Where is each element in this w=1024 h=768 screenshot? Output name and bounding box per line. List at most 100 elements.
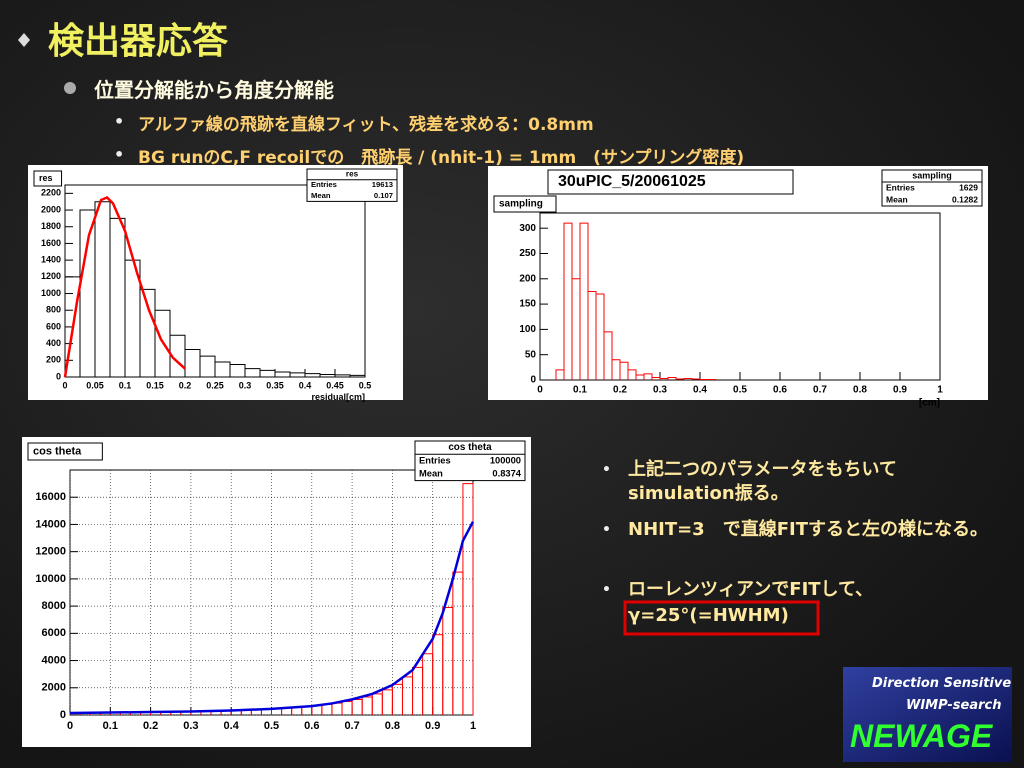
histogram-bin	[707, 378, 717, 380]
logo-text: Direction Sensitive	[872, 676, 1012, 691]
x-tick-label: 0.6	[304, 720, 319, 732]
x-tick-label: 0.8	[853, 385, 867, 396]
y-tick-label: 2000	[41, 204, 61, 214]
bullet-dot: •	[114, 145, 125, 164]
y-tick-label: 800	[46, 305, 61, 315]
x-tick-label: 1	[937, 385, 943, 396]
x-tick-label: 0.3	[653, 385, 667, 396]
y-tick-label: 50	[525, 349, 537, 360]
stats-value: 100000	[490, 455, 521, 465]
x-axis-label: residual[cm]	[311, 392, 365, 402]
x-tick-label: 0.4	[224, 720, 240, 732]
fit-curve	[69, 521, 475, 715]
x-tick-label: 0.1	[103, 720, 118, 732]
boxed-text: γ=25°(=HWHM)	[628, 605, 789, 626]
right-bullet: NHIT=3 で直線FITすると左の様になる。	[628, 519, 988, 540]
y-tick-label: 250	[519, 248, 536, 259]
histogram-bin	[462, 483, 474, 715]
stats-box	[306, 168, 398, 202]
stats-label: Mean	[311, 191, 331, 200]
bullet-dot: •	[114, 112, 125, 131]
logo-text: WIMP-search	[906, 698, 1002, 713]
chart-title: 30uPIC_5/20061025	[558, 173, 706, 190]
highlight-box	[623, 600, 820, 636]
x-tick-label: 1	[470, 720, 476, 732]
plot-frame	[64, 184, 366, 378]
sub-bullet: BG runのC,F recoilでの 飛跡長 / (nhit-1) = 1mm…	[138, 148, 745, 168]
y-tick-label: 4000	[42, 654, 66, 666]
bullet: 位置分解能から角度分解能	[94, 78, 334, 102]
y-tick-label: 14000	[35, 518, 66, 530]
plot-frame	[539, 212, 941, 381]
stats-label: Entries	[311, 180, 337, 189]
logo-name: NEWAGE	[850, 718, 993, 754]
x-tick-label: 0.6	[773, 385, 787, 396]
y-tick-label: 0	[60, 709, 66, 721]
x-tick-label: 0.35	[266, 380, 284, 390]
x-tick-label: 0.5	[359, 380, 372, 390]
stats-label: Entries	[419, 455, 451, 465]
x-tick-label: 0.25	[206, 380, 224, 390]
histogram-bin	[349, 374, 366, 377]
y-tick-label: 8000	[42, 600, 66, 612]
y-tick-label: 1400	[41, 255, 61, 265]
histogram-bin	[699, 378, 709, 380]
x-tick-label: 0.15	[146, 380, 164, 390]
x-tick-label: 0.4	[299, 380, 312, 390]
x-tick-label: 0.4	[693, 385, 707, 396]
sub-bullet: アルファ線の飛跡を直線フィット、残差を求める：0.8mm	[138, 115, 594, 135]
bullet-dot: •	[602, 522, 611, 538]
y-tick-label: 0	[56, 371, 61, 381]
x-tick-label: 0.1	[573, 385, 587, 396]
y-tick-label: 200	[519, 273, 536, 284]
x-tick-label: 0.45	[326, 380, 344, 390]
y-tick-label: 1200	[41, 271, 61, 281]
logo	[843, 667, 1012, 762]
x-tick-label: 0.9	[425, 720, 440, 732]
y-tick-label: 2000	[42, 682, 66, 694]
y-tick-label: 1800	[41, 221, 61, 231]
y-tick-label: 6000	[42, 627, 66, 639]
stats-label: Mean	[419, 468, 443, 478]
hist-label: res	[39, 173, 53, 183]
y-tick-label: 200	[46, 355, 61, 365]
x-tick-label: 0.8	[385, 720, 400, 732]
stats-value: 0.1282	[952, 194, 978, 204]
stats-value: 1629	[959, 182, 978, 192]
stats-label: Entries	[886, 182, 915, 192]
x-tick-label: 0.2	[179, 380, 192, 390]
x-tick-label: 0.3	[183, 720, 198, 732]
y-tick-label: 12000	[35, 546, 66, 558]
bullet-dot: •	[602, 582, 611, 598]
stats-label: Mean	[886, 194, 908, 204]
stats-box	[881, 169, 983, 207]
bullet-dot	[64, 82, 76, 94]
histogram-bin	[603, 331, 613, 380]
x-tick-label: 0.3	[239, 380, 252, 390]
title-bullet	[18, 33, 30, 47]
x-tick-label: 0.5	[733, 385, 747, 396]
y-tick-label: 300	[519, 223, 536, 234]
x-tick-label: 0	[537, 385, 543, 396]
stats-value: 0.8374	[492, 468, 521, 478]
y-tick-label: 150	[519, 299, 536, 310]
y-tick-label: 400	[46, 338, 61, 348]
bullet-dot: •	[602, 462, 611, 478]
y-tick-label: 16000	[35, 491, 66, 503]
y-tick-label: 1000	[41, 288, 61, 298]
x-tick-label: 0.1	[119, 380, 132, 390]
stats-title: res	[346, 170, 359, 179]
y-tick-label: 2200	[41, 188, 61, 198]
stats-title: sampling	[912, 170, 952, 180]
y-tick-label: 600	[46, 321, 61, 331]
x-tick-label: 0.05	[86, 380, 104, 390]
label-box	[33, 170, 63, 187]
x-tick-label: 0.7	[813, 385, 827, 396]
stats-value: 0.107	[374, 191, 393, 200]
fit-curve	[63, 196, 186, 378]
x-axis-label: [cm]	[919, 398, 940, 409]
x-tick-label: 0	[67, 720, 73, 732]
